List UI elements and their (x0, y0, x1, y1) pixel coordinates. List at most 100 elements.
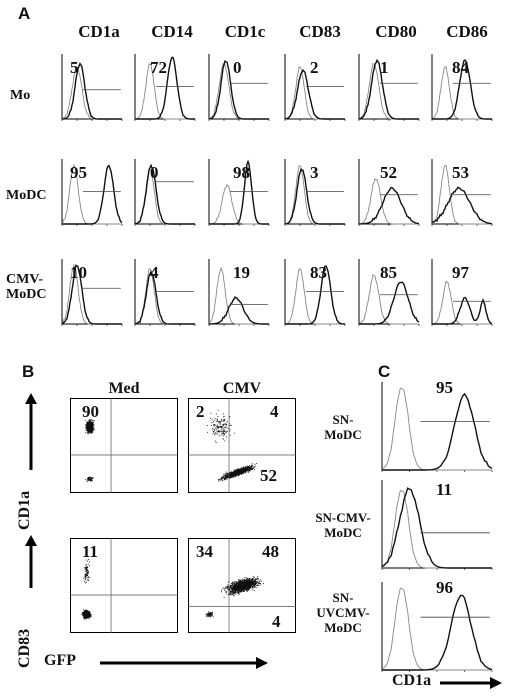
sample-label-sn-cmv-modc-line1: SN-CMV- (315, 510, 371, 525)
row-label-cmv-modc-line2: MoDC (6, 287, 47, 302)
histogram-modc-cd83 (284, 159, 346, 226)
quadrant-percent-cd83-cmv-0: 34 (196, 542, 213, 561)
row-label-modc: MoDC (6, 188, 46, 203)
percent-mo-cd1c: 0 (233, 58, 242, 77)
quadrant-percent-cd83-cmv-1: 48 (262, 542, 279, 561)
sample-label-sn-uvcmv-modc-line3: MoDC (324, 620, 362, 635)
marker-expression-curve (358, 58, 419, 120)
percent-mo-cd1a: 5 (70, 58, 79, 77)
percent-modc-cd80: 52 (380, 163, 397, 182)
percent-sn-modc: 95 (436, 378, 453, 397)
marker-expression-curve (381, 487, 492, 569)
histogram-axes (358, 54, 419, 120)
histogram-mo-cd83 (284, 54, 346, 121)
condition-med: Med (108, 380, 140, 397)
marker-expression-curve (358, 186, 420, 225)
histogram-modc-cd1a (61, 159, 123, 226)
percent-mo-cd83: 2 (310, 58, 319, 77)
histogram-modc-cd1c (208, 159, 270, 226)
percent-cmv-modc-cd14: 4 (150, 263, 159, 282)
marker-expression-curve (208, 59, 269, 120)
isotype-control-curve (134, 268, 195, 325)
sample-label-sn-cmv-modc-line2: MoDC (324, 525, 362, 540)
sample-label-sn-modc: SN- MoDC (308, 412, 378, 442)
dot-plot-frame (70, 398, 178, 493)
column-header-cd80: CD80 (375, 22, 417, 41)
marker-expression-curve (134, 163, 195, 225)
column-header-cd1c: CD1c (224, 22, 266, 41)
event-dots (205, 575, 264, 618)
marker-expression-curve (209, 296, 269, 325)
histogram-mo-cd80 (358, 54, 420, 121)
percent-cmv-modc-cd1c: 19 (233, 263, 250, 282)
column-header-cd1a: CD1a (78, 22, 120, 41)
sample-label-sn-modc-line1: SN- (332, 412, 354, 427)
percent-cmv-modc-cd80: 85 (380, 263, 397, 282)
column-header-cd86: CD86 (446, 22, 488, 41)
panel-c-letter: C (378, 362, 391, 381)
dot-plot-cd83-med (70, 538, 178, 633)
column-header-cd14: CD14 (151, 22, 193, 41)
percent-modc-cd1c: 98 (233, 163, 250, 182)
histogram-cmv-modc-cd80 (358, 259, 420, 326)
panel-b-x-arrow-icon (100, 657, 268, 669)
histogram-cmv-modc-cd1a (61, 259, 123, 326)
panel-b-letter: B (22, 362, 35, 381)
percent-cmv-modc-cd86: 97 (452, 263, 469, 282)
row-label-modc-line1: MoDC (6, 188, 47, 203)
panel-b-y-arrow-icon (25, 393, 37, 470)
marker-expression-curve (382, 594, 493, 671)
isotype-control-curve (431, 164, 492, 225)
isotype-control-curve (134, 63, 195, 120)
percent-cmv-modc-cd1a: 10 (70, 263, 87, 282)
histogram-sn-cmv-modc (381, 480, 493, 570)
dot-plot-frame (188, 538, 296, 633)
marker-expression-curve (61, 62, 122, 120)
isotype-control-curve (208, 183, 269, 225)
sample-label-sn-uvcmv-modc-line2: UVCMV- (316, 605, 370, 620)
percent-modc-cd1a: 95 (70, 163, 87, 182)
dot-plot-frame (188, 398, 296, 493)
column-header-cd83: CD83 (299, 22, 341, 41)
x-axis-label-gfp: GFP (44, 652, 76, 669)
marker-expression-curve (284, 68, 345, 120)
percent-modc-cd83: 3 (310, 163, 319, 182)
histogram-mo-cd86 (431, 54, 493, 121)
row-label-mo: Mo (10, 88, 30, 103)
histogram-cmv-modc-cd83 (284, 259, 346, 326)
marker-expression-curve (61, 264, 122, 325)
isotype-control-curve (134, 168, 195, 225)
marker-expression-curve (285, 265, 345, 325)
histogram-cmv-modc-cd14 (134, 259, 196, 326)
histogram-modc-cd14 (134, 159, 196, 226)
quadrant-percent-cd83-cmv-2: 4 (272, 612, 281, 631)
marker-expression-curve (431, 186, 493, 225)
percent-sn-cmv-modc: 11 (436, 480, 453, 499)
panel-b-y-arrow-icon-2 (25, 535, 37, 588)
marker-expression-curve (62, 164, 123, 225)
histogram-cmv-modc-cd1c (208, 259, 270, 326)
row-label-mo-line1: Mo (10, 88, 31, 103)
quadrant-percent-cd1a-cmv-2: 52 (260, 466, 277, 485)
isotype-control-curve (284, 268, 345, 325)
histogram-mo-cd1a (61, 54, 123, 121)
percent-sn-uvcmv-modc: 96 (436, 578, 453, 597)
percent-mo-cd86: 84 (452, 58, 469, 77)
isotype-control-curve (358, 62, 419, 120)
quadrant-percent-cd1a-med-0: 90 (82, 402, 99, 421)
isotype-control-curve (381, 387, 492, 471)
marker-expression-curve (134, 270, 195, 325)
quadrant-percent-cd1a-cmv-0: 2 (196, 402, 205, 421)
dot-plot-cd1a-med (70, 398, 178, 493)
panel-c-x-arrow-icon (440, 677, 502, 689)
condition-cmv: CMV (222, 380, 262, 397)
percent-modc-cd86: 53 (452, 163, 469, 182)
isotype-control-curve (358, 178, 419, 225)
isotype-control-curve (381, 587, 492, 671)
percent-mo-cd14: 72 (150, 58, 167, 77)
marker-expression-curve (135, 56, 195, 120)
sample-label-sn-cmv-modc: SN-CMV- MoDC (308, 510, 378, 540)
quadrant-percent-cd83-med-0: 11 (82, 542, 99, 561)
histogram-modc-cd86 (431, 159, 493, 226)
sample-label-sn-uvcmv-modc: SN- UVCMV- MoDC (308, 590, 378, 635)
